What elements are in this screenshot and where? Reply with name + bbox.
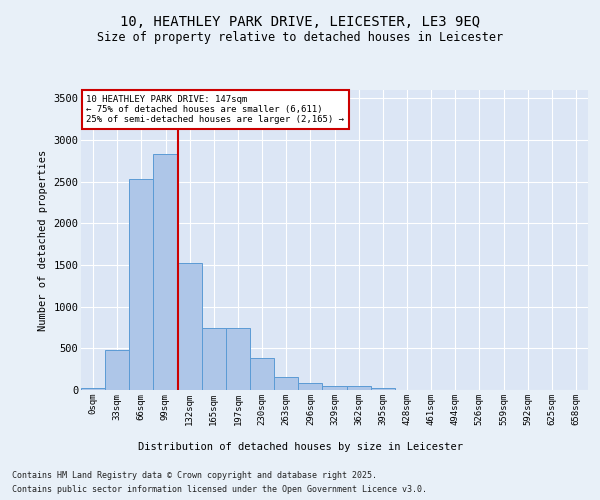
Text: Distribution of detached houses by size in Leicester: Distribution of detached houses by size … <box>137 442 463 452</box>
Bar <box>154 154 178 390</box>
Bar <box>322 386 347 390</box>
Text: 10 HEATHLEY PARK DRIVE: 147sqm
← 75% of detached houses are smaller (6,611)
25% : 10 HEATHLEY PARK DRIVE: 147sqm ← 75% of … <box>86 94 344 124</box>
Bar <box>81 388 105 390</box>
Bar <box>129 179 154 390</box>
Bar <box>250 358 274 390</box>
Text: Size of property relative to detached houses in Leicester: Size of property relative to detached ho… <box>97 31 503 44</box>
Bar <box>226 328 250 390</box>
Bar <box>274 376 298 390</box>
Bar <box>202 328 226 390</box>
Text: Contains public sector information licensed under the Open Government Licence v3: Contains public sector information licen… <box>12 484 427 494</box>
Bar <box>347 386 371 390</box>
Text: Contains HM Land Registry data © Crown copyright and database right 2025.: Contains HM Land Registry data © Crown c… <box>12 472 377 480</box>
Bar <box>178 262 202 390</box>
Text: 10, HEATHLEY PARK DRIVE, LEICESTER, LE3 9EQ: 10, HEATHLEY PARK DRIVE, LEICESTER, LE3 … <box>120 16 480 30</box>
Y-axis label: Number of detached properties: Number of detached properties <box>38 150 47 330</box>
Bar <box>371 388 395 390</box>
Bar <box>298 384 322 390</box>
Bar <box>105 350 129 390</box>
